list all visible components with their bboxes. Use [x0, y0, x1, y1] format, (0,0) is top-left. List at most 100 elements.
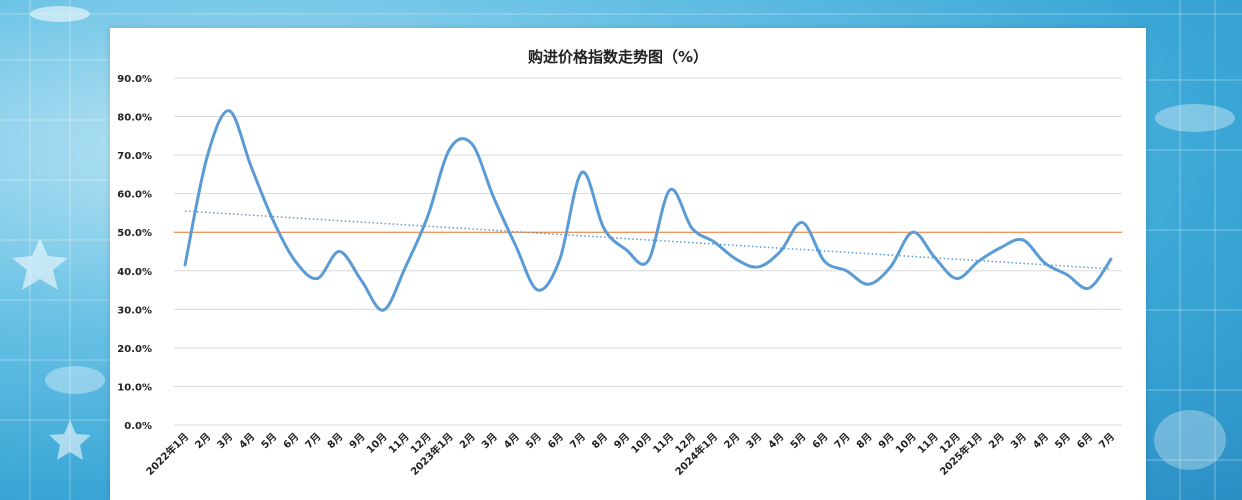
data-point [625, 248, 627, 250]
y-tick-label: 70.0% [117, 151, 152, 162]
x-tick-label: 7月 [1097, 431, 1117, 451]
x-tick-label: 5月 [259, 431, 279, 451]
y-tick-label: 90.0% [117, 74, 152, 85]
data-point [1066, 273, 1068, 275]
data-point [845, 270, 847, 272]
y-tick-label: 20.0% [117, 344, 152, 355]
x-tick-label: 4月 [766, 431, 786, 451]
data-point [823, 260, 825, 262]
data-point [669, 189, 671, 191]
trendline-layer [184, 210, 1112, 270]
trendline [184, 210, 1112, 270]
data-point [889, 266, 891, 268]
data-point [294, 260, 296, 262]
data-point [911, 231, 913, 233]
y-axis-tick-labels: 0.0% 10.0% 20.0% 30.0% 40.0% 50.0% 60.0% 70.0% 8… [117, 74, 152, 432]
data-point [382, 309, 384, 311]
data-point [316, 277, 318, 279]
data-point [360, 279, 362, 281]
data-point [801, 221, 803, 223]
data-point [713, 241, 715, 243]
data-point [977, 260, 979, 262]
data-point [1088, 287, 1090, 289]
star-icon [49, 420, 91, 460]
y-tick-label: 30.0% [117, 305, 152, 316]
data-point [955, 277, 957, 279]
x-tick-label: 3月 [479, 431, 499, 451]
x-tick-label: 7月 [303, 431, 323, 451]
x-tick-label: 10月 [629, 431, 654, 456]
gridlines [174, 77, 1122, 426]
data-point [1022, 239, 1024, 241]
x-tick-label: 5月 [788, 431, 808, 451]
chart-title: 购进价格指数走势图（%） [528, 48, 708, 66]
x-tick-label: 8月 [590, 431, 610, 451]
data-point [757, 266, 759, 268]
data-point [537, 289, 539, 291]
x-tick-label: 3月 [744, 431, 764, 451]
data-point [867, 283, 869, 285]
data-point [779, 250, 781, 252]
y-tick-label: 0.0% [124, 421, 152, 432]
y-tick-label: 80.0% [117, 113, 152, 124]
x-tick-label: 6月 [1075, 431, 1095, 451]
data-point [933, 256, 935, 258]
x-tick-label: 11月 [915, 431, 940, 456]
x-tick-label: 6月 [281, 431, 301, 451]
x-tick-label: 2月 [722, 431, 742, 451]
x-tick-label: 7月 [567, 431, 587, 451]
x-tick-label: 4月 [501, 431, 521, 451]
x-tick-label: 11月 [386, 431, 411, 456]
x-tick-label: 2月 [457, 431, 477, 451]
data-point [559, 258, 561, 260]
x-tick-label: 6月 [545, 431, 565, 451]
data-point [426, 216, 428, 218]
x-tick-label: 5月 [1053, 431, 1073, 451]
series-line [183, 109, 1113, 312]
data-point [272, 219, 274, 221]
x-tick-label: 6月 [810, 431, 830, 451]
data-point [448, 148, 450, 150]
data-point [735, 258, 737, 260]
data-point [206, 156, 208, 158]
data-point [1044, 262, 1046, 264]
data-point [515, 245, 517, 247]
data-point [492, 196, 494, 198]
x-tick-label: 7月 [832, 431, 852, 451]
y-tick-label: 10.0% [117, 382, 152, 393]
chart-card: 购进价格指数走势图（%） 0.0% 10.0% 20.0% 30.0% 40.0% 50.… [110, 28, 1146, 500]
x-tick-label: 4月 [1030, 431, 1050, 451]
x-tick-label: 4月 [237, 431, 257, 451]
data-point [603, 227, 605, 229]
data-point [404, 266, 406, 268]
y-tick-label: 40.0% [117, 267, 152, 278]
x-tick-label: 8月 [854, 431, 874, 451]
data-point [1000, 246, 1002, 248]
data-point [470, 142, 472, 144]
x-tick-label: 10月 [893, 431, 918, 456]
data-point [1110, 258, 1112, 260]
x-tick-label: 2月 [193, 431, 213, 451]
data-point [581, 171, 583, 173]
star-icon [12, 238, 68, 290]
data-point [184, 264, 186, 266]
x-tick-label: 8月 [325, 431, 345, 451]
y-tick-label: 50.0% [117, 228, 152, 239]
y-tick-label: 60.0% [117, 190, 152, 201]
x-tick-label: 3月 [1008, 431, 1028, 451]
x-tick-label: 2月 [986, 431, 1006, 451]
data-point [647, 260, 649, 262]
x-tick-label: 5月 [523, 431, 543, 451]
line-chart: 购进价格指数走势图（%） 0.0% 10.0% 20.0% 30.0% 40.0% 50.… [117, 48, 1122, 478]
x-tick-label: 10月 [364, 431, 389, 456]
x-tick-label: 2022年1月 [143, 430, 191, 478]
series-layer [183, 109, 1113, 312]
data-point [338, 250, 340, 252]
x-tick-label: 11月 [651, 431, 676, 456]
data-point [228, 110, 230, 112]
x-tick-label: 3月 [215, 431, 235, 451]
data-point [250, 165, 252, 167]
data-point [691, 227, 693, 229]
